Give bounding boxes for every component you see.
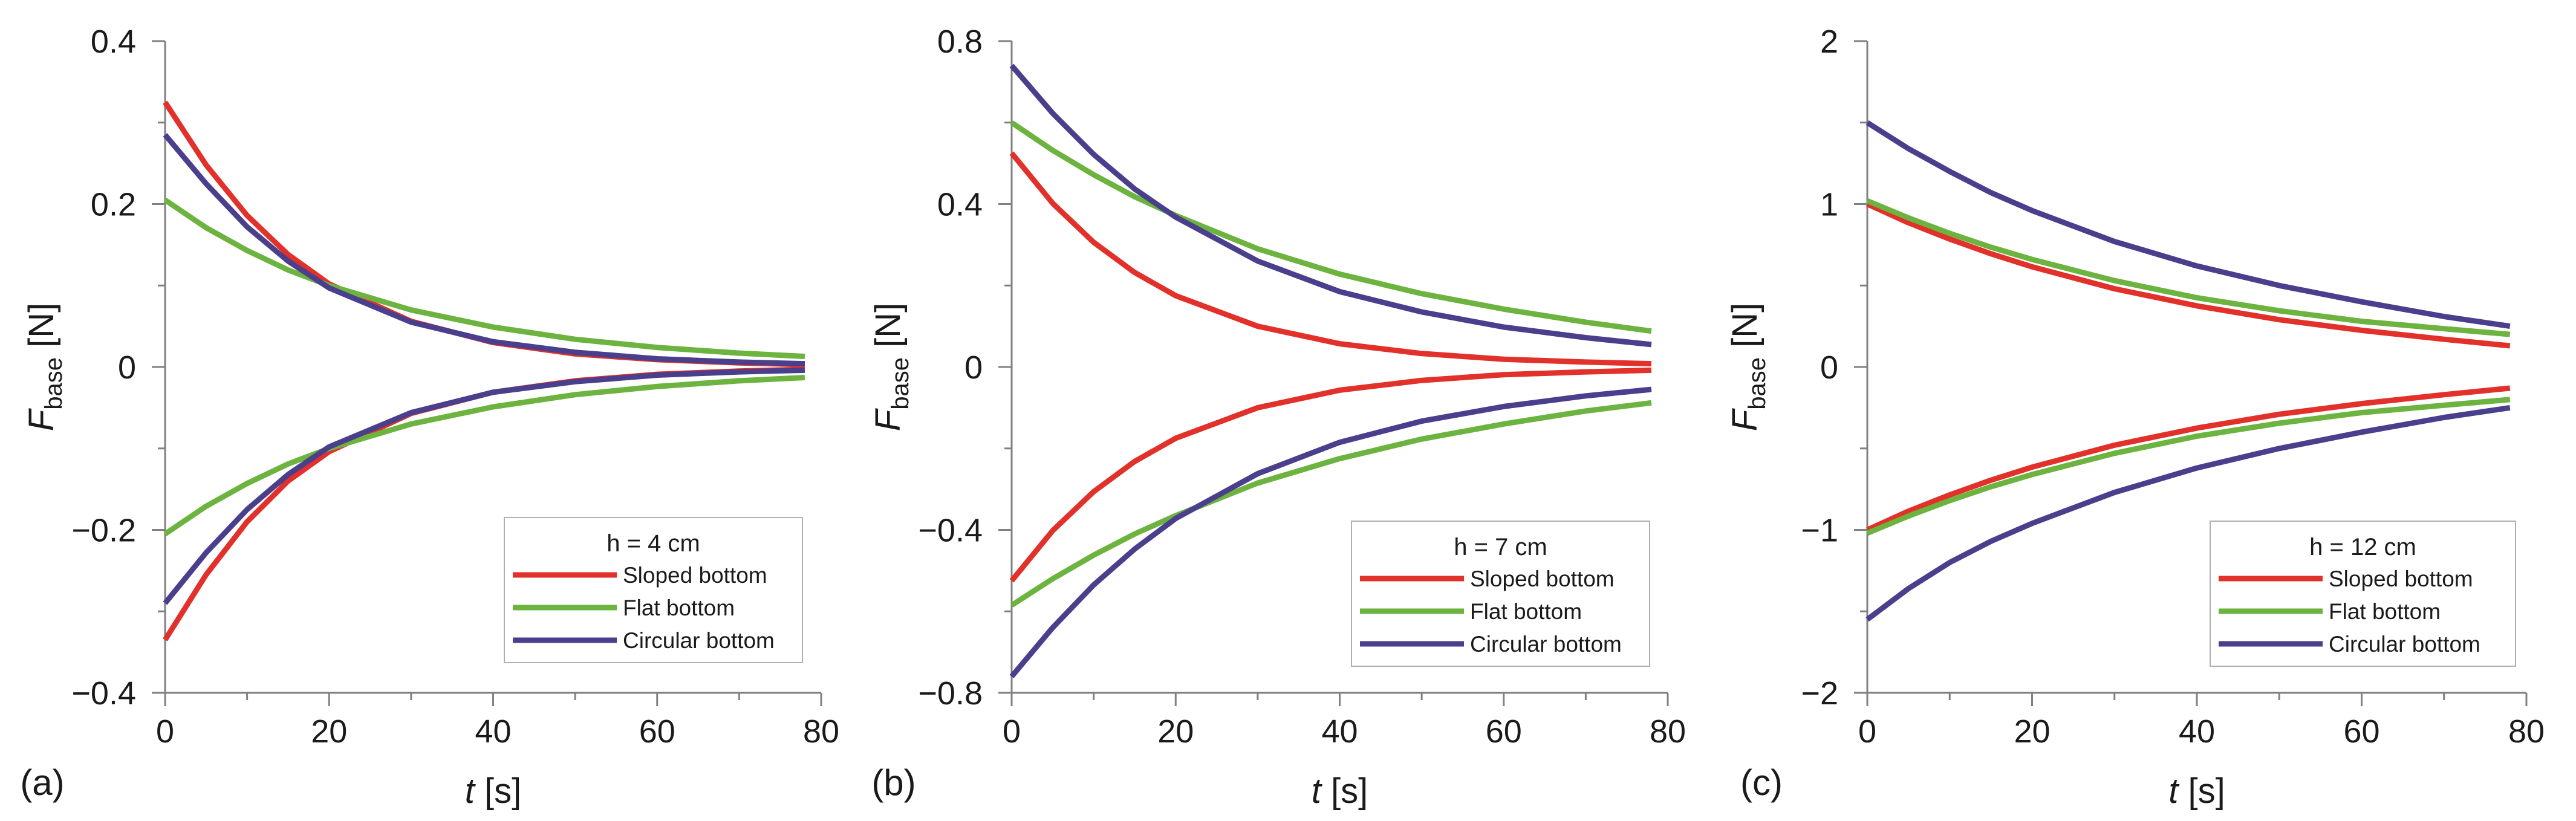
legend-entry-circular: Circular bottom (623, 628, 775, 653)
y-tick-label: 0 (118, 349, 136, 386)
chart-panel-c: 2 1 0 −1 −2 0 20 40 60 80 t [s] Fbase [N] (c) h = 12 … (1725, 24, 2545, 811)
x-tick-label: 40 (475, 713, 511, 750)
panel-label: (c) (1740, 762, 1783, 803)
x-tick-label: 0 (156, 713, 174, 750)
x-axis-unit: [s] (475, 771, 521, 811)
panel-label: (b) (871, 762, 916, 803)
y-tick-label: 0.4 (91, 24, 136, 60)
x-axis-title: t [s] (2168, 771, 2225, 811)
legend-entry-sloped: Sloped bottom (2329, 566, 2473, 591)
circular-series-upper-line (1009, 63, 1652, 348)
x-axis-variable: t (2168, 771, 2180, 811)
legend-entry-sloped: Sloped bottom (623, 563, 767, 588)
sloped-series-lower-line (1866, 385, 2511, 533)
x-tick-label: 80 (1650, 713, 1686, 750)
y-tick-label: −2 (1801, 675, 1838, 712)
y-axis-variable: F (1725, 407, 1764, 431)
panel-label: (a) (20, 762, 64, 803)
legend-title: h = 4 cm (607, 530, 700, 557)
y-tick-label: 1 (1820, 187, 1838, 223)
y-axis-unit: [N] (868, 303, 908, 357)
sloped-series-upper-line (1866, 201, 2511, 349)
y-tick-label: −0.4 (71, 675, 136, 712)
y-tick-label: −0.4 (918, 513, 983, 549)
x-tick-label: 60 (639, 713, 675, 750)
legend-entry-flat: Flat bottom (1470, 599, 1582, 624)
y-tick-label: 0.4 (937, 187, 983, 223)
y-axis-subscript: base (41, 357, 67, 410)
y-tick-label: 0 (964, 349, 983, 386)
circular-series-lower-line (163, 367, 805, 605)
x-tick-label: 20 (1157, 713, 1194, 750)
circular-series-upper-line (1865, 120, 2511, 329)
x-axis-title: t [s] (1312, 771, 1368, 811)
x-tick-label: 60 (2343, 713, 2379, 750)
sloped-series-lower-line (1009, 367, 1652, 583)
x-axis-unit: [s] (2178, 771, 2225, 811)
flat-series-lower-line (1866, 397, 2511, 536)
y-axis-title: Fbase [N] (868, 303, 914, 431)
x-axis-variable: t (465, 771, 476, 811)
y-axis-subscript: base (1744, 357, 1771, 410)
flat-series-lower-line (163, 375, 805, 536)
chart-panel-a: 0.4 0.2 0 −0.2 −0.4 0 20 40 60 80 t [s] Fbase [N] (a… (20, 24, 839, 811)
legend-title: h = 12 cm (2309, 534, 2416, 560)
y-tick-label: 0.2 (91, 187, 136, 223)
circular-series-upper-line (163, 133, 805, 367)
x-axis-title: t [s] (465, 771, 521, 811)
flat-series-upper-line (1866, 198, 2511, 337)
y-tick-label: 0.8 (937, 24, 983, 60)
y-axis-subscript: base (887, 357, 914, 410)
y-tick-label: −0.8 (918, 675, 983, 712)
flat-series-lower-line (1010, 400, 1652, 608)
legend-entry-flat: Flat bottom (2329, 599, 2441, 624)
circular-series-lower-line (1009, 386, 1652, 678)
y-axis-unit: [N] (22, 303, 61, 357)
x-tick-label: 20 (311, 713, 347, 750)
x-tick-label: 80 (803, 713, 839, 750)
x-tick-label: 0 (1003, 713, 1021, 750)
y-axis-title: Fbase [N] (22, 303, 67, 431)
legend-box (2210, 521, 2516, 667)
circular-series-lower-line (1865, 404, 2511, 622)
x-tick-label: 20 (2014, 713, 2050, 750)
x-axis-unit: [s] (1321, 771, 1368, 811)
x-tick-label: 80 (2508, 713, 2545, 750)
flat-series-upper-line (1010, 120, 1652, 334)
x-tick-label: 0 (1858, 713, 1876, 750)
x-tick-label: 40 (1321, 713, 1358, 750)
x-tick-label: 60 (1486, 713, 1522, 750)
y-tick-label: 0 (1820, 349, 1838, 386)
y-tick-label: −1 (1801, 513, 1838, 549)
legend: h = 4 cm Sloped bottom Flat bottom Circular… (504, 517, 803, 663)
y-axis-unit: [N] (1725, 303, 1764, 357)
legend-entry-circular: Circular bottom (2329, 632, 2480, 657)
y-axis-variable: F (868, 407, 908, 431)
y-axis-variable: F (22, 407, 61, 431)
y-tick-label: 2 (1820, 24, 1838, 60)
legend: h = 12 cm Sloped bottom Flat bottom Circula… (2210, 521, 2516, 667)
chart-panel-b: 0.8 0.4 0 −0.4 −0.8 0 20 40 60 80 t [s] Fbase [N] (b… (868, 24, 1686, 811)
legend-entry-circular: Circular bottom (1470, 632, 1622, 657)
legend-entry-sloped: Sloped bottom (1470, 566, 1615, 591)
flat-series-upper-line (163, 198, 805, 359)
y-tick-label: −0.2 (71, 513, 136, 549)
sloped-series-upper-line (1009, 151, 1652, 367)
x-axis-variable: t (1312, 771, 1323, 811)
x-tick-label: 40 (2179, 713, 2215, 750)
legend: h = 7 cm Sloped bottom Flat bottom Circular… (1351, 521, 1650, 667)
legend-title: h = 7 cm (1454, 534, 1547, 560)
legend-entry-flat: Flat bottom (623, 595, 735, 620)
y-axis-title: Fbase [N] (1725, 303, 1771, 431)
